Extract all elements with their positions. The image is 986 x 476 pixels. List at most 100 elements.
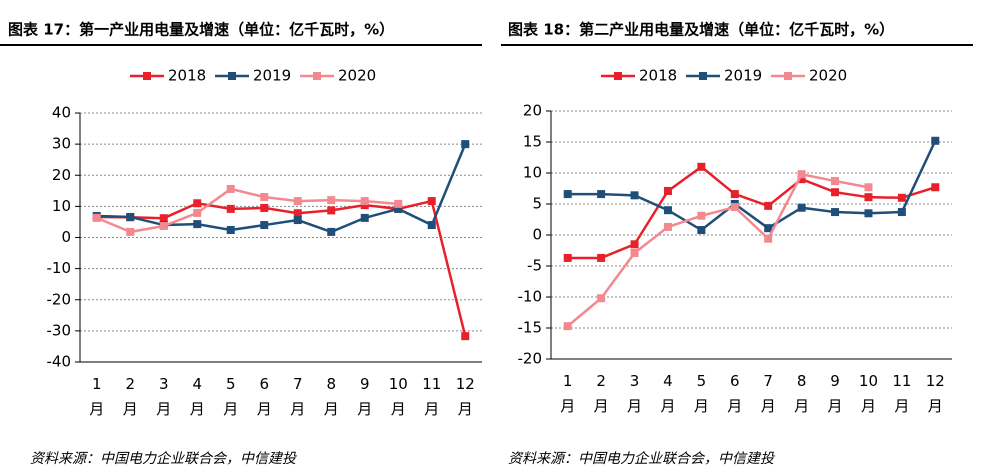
legend-marker [699, 72, 707, 80]
legend-label: 2019 [253, 67, 291, 85]
point-marker [360, 201, 369, 210]
series-line [96, 143, 467, 234]
point-marker [697, 226, 706, 235]
point-marker [897, 208, 906, 217]
point-marker [764, 201, 773, 210]
x-tick-label: 1月 [89, 375, 105, 418]
y-tick-label: 10 [52, 197, 71, 215]
x-tick-label: 6月 [727, 372, 743, 415]
point-marker [427, 221, 436, 230]
x-tick-label: 9月 [827, 372, 843, 415]
point-marker [864, 183, 873, 192]
chart-panel: 图表 17：第一产业用电量及增速（单位：亿千瓦时，%） 资料来源：中国电力企业联合… [0, 21, 482, 467]
point-marker [427, 197, 436, 206]
y-tick-label: -40 [47, 353, 72, 371]
point-marker [864, 209, 873, 218]
point-marker [327, 227, 336, 236]
y-tick-label: -15 [518, 319, 543, 337]
y-tick-label: 15 [523, 133, 542, 151]
legend-marker [784, 72, 792, 80]
point-marker [897, 193, 906, 202]
point-marker [597, 294, 606, 303]
point-marker [864, 193, 873, 202]
x-tick-label: 10月 [858, 372, 878, 415]
point-marker [630, 191, 639, 200]
point-marker [597, 253, 606, 262]
point-marker [597, 190, 606, 199]
series-line [567, 140, 937, 232]
y-tick-label: 40 [52, 104, 71, 122]
point-marker [563, 322, 572, 331]
point-marker [831, 188, 840, 197]
chart: 图表 17：第一产业用电量及增速（单位：亿千瓦时，%） 资料来源：中国电力企业联合… [0, 21, 482, 467]
point-marker [394, 204, 403, 213]
point-marker [193, 199, 202, 208]
chart-title: 图表 17：第一产业用电量及增速（单位：亿千瓦时，%） [8, 21, 394, 39]
legend-marker [143, 72, 151, 80]
legend-marker [228, 72, 236, 80]
point-marker [193, 220, 202, 229]
chart: 图表 18：第二产业用电量及增速（单位：亿千瓦时，%） 资料来源：中国电力企业联合… [501, 21, 973, 467]
y-tick-label: -10 [518, 288, 543, 306]
x-tick-label: 6月 [256, 375, 272, 418]
point-marker [764, 224, 773, 233]
x-tick-label: 3月 [156, 375, 172, 418]
y-tick-label: -30 [47, 321, 72, 339]
x-tick-label: 5月 [693, 372, 709, 415]
y-tick-label: 0 [532, 226, 542, 244]
point-marker [461, 140, 470, 149]
legend-label: 2018 [639, 67, 677, 85]
x-tick-label: 2月 [593, 372, 609, 415]
point-marker [797, 170, 806, 179]
y-tick-label: 10 [523, 164, 542, 182]
x-tick-label: 4月 [660, 372, 676, 415]
point-marker [630, 240, 639, 249]
point-marker [764, 234, 773, 243]
point-marker [797, 203, 806, 212]
x-tick-label: 2月 [122, 375, 138, 418]
point-marker [697, 162, 706, 171]
point-marker [226, 226, 235, 235]
point-marker [630, 248, 639, 257]
point-marker [92, 213, 101, 222]
x-tick-label: 1月 [560, 372, 576, 415]
series-line [567, 165, 936, 260]
chart-panel: 图表 18：第二产业用电量及增速（单位：亿千瓦时，%） 资料来源：中国电力企业联合… [493, 0, 986, 476]
point-marker [293, 209, 302, 218]
point-marker [730, 203, 739, 212]
x-tick-label: 3月 [627, 372, 643, 415]
source-note: 资料来源：中国电力企业联合会，中信建投 [30, 451, 298, 467]
point-marker [327, 196, 336, 205]
y-tick-label: 5 [532, 195, 542, 213]
legend-label: 2018 [168, 67, 206, 85]
y-tick-label: 20 [52, 166, 71, 184]
point-marker [663, 186, 672, 195]
x-tick-label: 9月 [357, 375, 373, 418]
point-marker [260, 203, 269, 212]
point-marker [193, 208, 202, 217]
x-tick-label: 11月 [892, 372, 912, 415]
point-marker [563, 190, 572, 199]
point-marker [226, 204, 235, 213]
y-tick-label: 0 [61, 228, 71, 246]
point-marker [293, 197, 302, 206]
source-note: 资料来源：中国电力企业联合会，中信建投 [508, 451, 776, 467]
point-marker [697, 211, 706, 220]
y-tick-label: -20 [518, 350, 543, 368]
x-tick-label: 10月 [388, 375, 408, 418]
chart-title: 图表 18：第二产业用电量及增速（单位：亿千瓦时，%） [508, 21, 894, 39]
point-marker [394, 199, 403, 208]
point-marker [931, 136, 940, 145]
x-tick-label: 8月 [323, 375, 339, 418]
point-marker [831, 208, 840, 217]
point-marker [226, 184, 235, 193]
point-marker [126, 212, 135, 221]
y-tick-label: -20 [47, 290, 72, 308]
x-tick-label: 5月 [223, 375, 239, 418]
point-marker [663, 222, 672, 231]
legend-label: 2020 [809, 67, 847, 85]
point-marker [360, 197, 369, 206]
x-tick-label: 12月 [455, 375, 475, 418]
x-tick-label: 7月 [290, 375, 306, 418]
